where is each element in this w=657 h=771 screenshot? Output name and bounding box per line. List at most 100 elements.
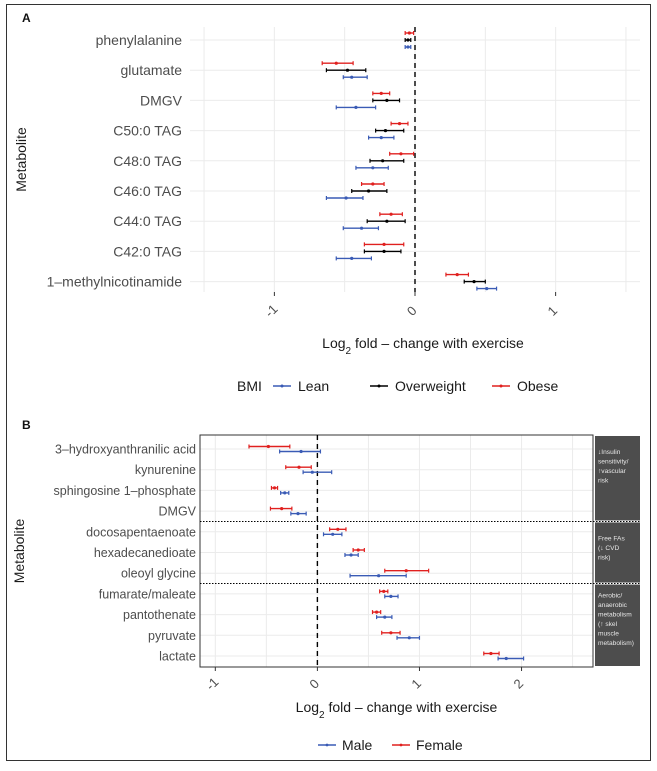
category-label: hexadecanedioate <box>94 546 196 560</box>
point-estimate <box>407 31 411 35</box>
ci-mark-lean <box>355 165 389 170</box>
point-estimate <box>359 226 364 230</box>
point-estimate <box>406 45 410 49</box>
ci-mark-male <box>384 594 399 599</box>
point-estimate <box>349 553 353 557</box>
point-estimate <box>389 631 393 635</box>
category-label: glutamate <box>121 62 183 78</box>
legend-key-dot <box>499 384 503 388</box>
x-axis-title: Log2 fold – change with exercise <box>296 699 498 721</box>
ci-mark-lean <box>342 75 368 80</box>
group-strip-label: Free FAs (↓ CVD risk) <box>598 535 625 561</box>
point-estimate <box>331 532 335 536</box>
point-estimate <box>272 486 277 490</box>
ci-mark-overweight <box>363 249 402 254</box>
category-label: pyruvate <box>148 629 196 643</box>
point-estimate <box>406 38 410 42</box>
ci-mark-lean <box>325 196 364 200</box>
ci-mark-male <box>290 511 307 516</box>
category-label: phenylalanine <box>96 32 183 48</box>
panel-a: phenylalanine glutamate DMGV C50:0 TAG C48:0… <box>13 27 640 394</box>
ci-mark-female <box>269 506 293 511</box>
ci-mark-obese <box>321 61 354 66</box>
ci-mark-male <box>497 656 525 661</box>
ci-mark-lean <box>335 256 373 261</box>
ci-mark-male <box>280 490 290 495</box>
point-estimate <box>404 569 408 573</box>
point-estimate <box>399 152 403 156</box>
x-tick-label: 0 <box>404 303 420 319</box>
ci-mark-male <box>396 635 421 640</box>
ci-mark-obese <box>390 121 409 126</box>
ci-mark-overweight <box>463 279 486 284</box>
panel-b: ↓Insulin sensitivity/↑vascular risk Free FA… <box>11 434 640 753</box>
group-strip-label: Aerobic/anaerobic metabolism (↑ skel muscle… <box>598 593 634 648</box>
category-label: kynurenine <box>135 463 196 477</box>
ci-mark-obese <box>445 272 470 277</box>
point-estimate <box>385 219 389 223</box>
ci-mark-male <box>349 573 407 578</box>
ci-mark-obese <box>389 151 415 156</box>
point-estimate <box>407 636 411 640</box>
group-strip-bg <box>595 522 640 583</box>
ci-mark-female <box>381 630 401 635</box>
ci-mark-female <box>352 548 365 552</box>
legend-item-obese: Obese <box>517 378 558 394</box>
category-label: docosapentaenoate <box>86 525 196 539</box>
category-label: C48:0 TAG <box>113 153 182 169</box>
point-estimate <box>296 511 300 516</box>
legend-item-male: Male <box>342 737 373 753</box>
group-strip: Aerobic/anaerobic metabolism (↑ skel muscle… <box>595 584 640 666</box>
outer-border <box>6 4 651 761</box>
y-axis-title: Metabolite <box>13 127 29 192</box>
panel-letter-b: B <box>22 418 31 432</box>
point-estimate <box>389 212 393 216</box>
ci-mark-female <box>285 465 312 470</box>
category-label: DMGV <box>140 92 183 108</box>
x-tick-label: 1 <box>408 676 424 692</box>
legend-key-dot <box>280 384 284 388</box>
ci-mark-male <box>322 532 343 537</box>
group-strip-bg <box>595 584 640 666</box>
point-estimate <box>381 159 385 163</box>
ci-mark-male <box>302 470 333 475</box>
category-label: oleoyl glycine <box>121 567 196 581</box>
point-estimate <box>385 98 389 102</box>
ci-mark-overweight <box>351 189 388 193</box>
point-estimate <box>455 273 459 277</box>
point-estimate <box>356 548 360 552</box>
category-label: C50:0 TAG <box>113 123 182 139</box>
point-estimate <box>299 449 303 454</box>
legend-item-lean: Lean <box>298 378 329 394</box>
point-estimate <box>266 444 270 449</box>
category-label: pantothenate <box>123 608 196 622</box>
ci-mark-male <box>279 449 322 454</box>
x-tick-label: 0 <box>306 676 322 692</box>
point-estimate <box>371 166 375 170</box>
point-estimate <box>485 287 489 291</box>
legend-key-dot <box>377 384 381 388</box>
point-estimate <box>397 122 402 126</box>
ci-mark-overweight <box>366 219 406 224</box>
group-strip-bg <box>595 436 640 521</box>
ci-mark-lean <box>342 226 380 231</box>
category-label: 1–methylnicotinamide <box>47 274 183 290</box>
point-estimate <box>283 491 287 495</box>
point-estimate <box>354 105 358 109</box>
ci-mark-lean <box>367 135 395 140</box>
x-tick-label: 2 <box>511 676 527 692</box>
y-axis-title: Metabolite <box>11 518 27 583</box>
ci-mark-male <box>375 615 393 620</box>
category-label: fumarate/maleate <box>99 587 196 601</box>
category-label: DMGV <box>159 505 197 519</box>
point-estimate <box>350 256 354 260</box>
point-estimate <box>336 527 340 531</box>
ci-mark-overweight <box>325 68 367 73</box>
point-estimate <box>371 182 375 186</box>
group-strip-label: ↓Insulin sensitivity/↑vascular risk <box>598 449 629 485</box>
point-estimate <box>379 136 383 140</box>
ci-mark-obese <box>372 91 391 96</box>
ci-mark-overweight <box>372 98 401 103</box>
ci-mark-female <box>483 651 500 656</box>
